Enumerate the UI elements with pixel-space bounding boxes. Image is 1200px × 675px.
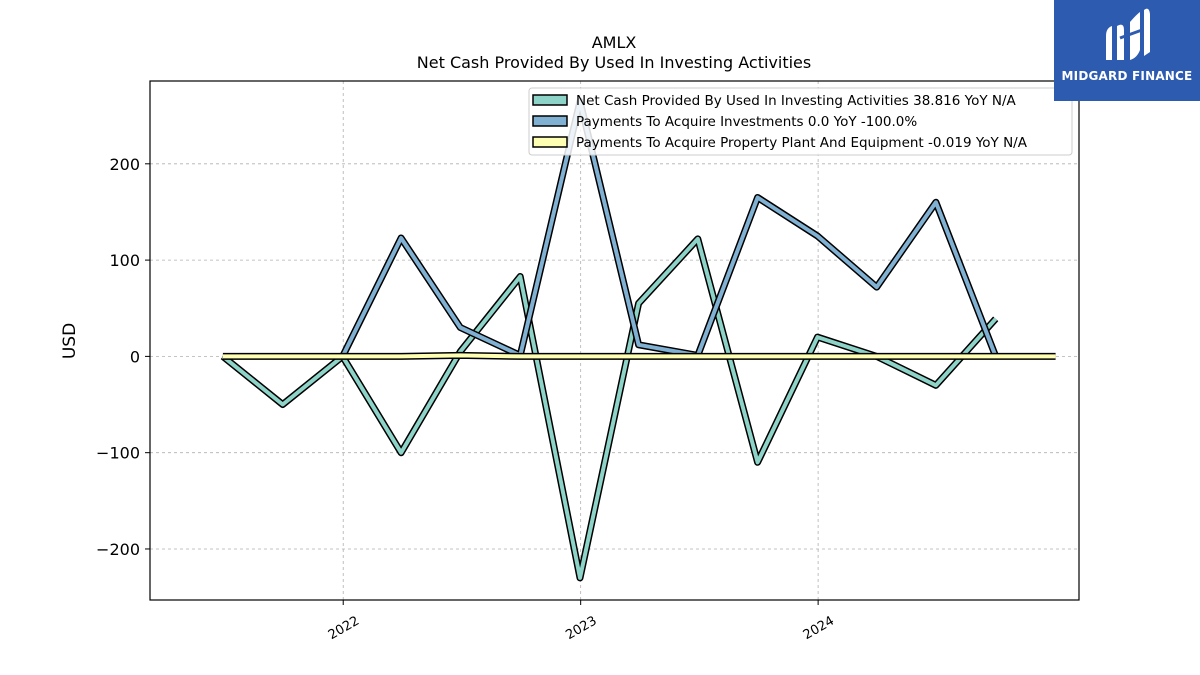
grid bbox=[150, 81, 1079, 600]
legend: Net Cash Provided By Used In Investing A… bbox=[528, 87, 1073, 156]
brand-logo: MIDGARD FINANCE bbox=[1054, 0, 1200, 101]
legend-swatch bbox=[532, 94, 568, 106]
legend-swatch bbox=[532, 136, 568, 148]
x-tick-label: 2023 bbox=[563, 614, 599, 644]
chart-subtitle: Net Cash Provided By Used In Investing A… bbox=[417, 53, 811, 72]
y-ticks: −200 −100 0 100 200 bbox=[96, 155, 150, 559]
chart-title: AMLX bbox=[592, 33, 637, 52]
x-ticks: 2022 2023 2024 bbox=[326, 600, 837, 643]
y-tick-label: 200 bbox=[109, 155, 140, 174]
series-layer bbox=[220, 97, 1056, 582]
y-tick-label: 0 bbox=[130, 347, 140, 366]
brand-mark-icon bbox=[1106, 8, 1150, 61]
y-axis-label: USD bbox=[60, 323, 80, 359]
brand-name: MIDGARD FINANCE bbox=[1061, 69, 1193, 83]
series-1-line bbox=[221, 236, 998, 580]
series-2-line bbox=[340, 99, 998, 358]
plot-frame bbox=[149, 80, 1080, 601]
series-1-outline bbox=[220, 235, 999, 582]
y-tick-label: 100 bbox=[109, 251, 140, 270]
x-tick-label: 2024 bbox=[801, 614, 837, 644]
series-3-line bbox=[222, 353, 1056, 359]
legend-label: Payments To Acquire Investments 0.0 YoY … bbox=[576, 114, 917, 130]
y-tick-label: −100 bbox=[96, 444, 140, 463]
legend-swatch bbox=[532, 115, 568, 127]
y-tick-label: −200 bbox=[96, 540, 140, 559]
legend-box bbox=[528, 87, 1073, 156]
legend-label: Net Cash Provided By Used In Investing A… bbox=[576, 93, 1017, 109]
x-tick-label: 2022 bbox=[326, 614, 362, 644]
legend-label: Payments To Acquire Property Plant And E… bbox=[576, 135, 1028, 151]
